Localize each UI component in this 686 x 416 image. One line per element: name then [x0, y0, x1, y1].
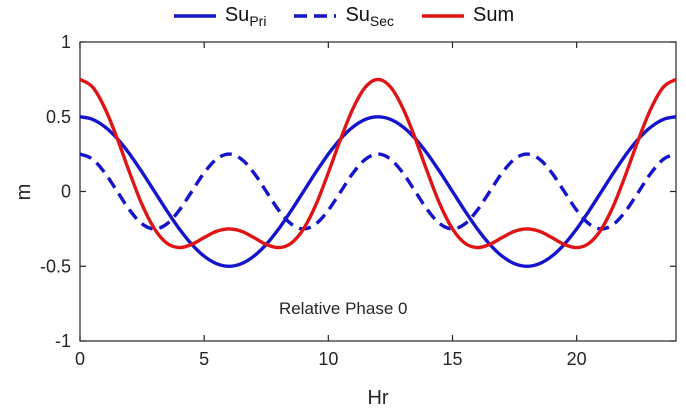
series-su-pri-line — [79, 115, 677, 268]
series-sum-line — [79, 77, 677, 250]
x-tick-label: 15 — [442, 349, 462, 369]
x-axis-label: Hr — [367, 387, 388, 409]
series-su-sec-line — [79, 152, 677, 231]
legend-sample-solid-red — [422, 14, 465, 18]
y-axis-label: m — [13, 184, 35, 201]
tick-labels: 0 5 10 15 20 -1 -0.5 0 0.5 1 — [40, 32, 587, 369]
y-tick-label: 0 — [61, 182, 71, 202]
legend-label-su-sec: SuSec — [345, 3, 395, 29]
y-tick-label: 1 — [61, 32, 71, 52]
x-tick-label: 20 — [567, 349, 587, 369]
x-tick-label: 5 — [199, 349, 209, 369]
y-tick-label: -0.5 — [40, 256, 71, 276]
legend-label-sum: Sum — [473, 3, 515, 26]
x-tick-label: 0 — [75, 349, 85, 369]
legend-sample-solid-blue — [173, 14, 216, 18]
annotation-text: Relative Phase 0 — [279, 299, 408, 318]
y-tick-label: -1 — [55, 331, 71, 351]
legend-label-su-pri: SuPri — [224, 3, 267, 29]
legend: SuPri SuSec Sum — [0, 2, 686, 30]
y-tick-label: 0.5 — [46, 107, 71, 127]
legend-item-sum: Sum — [420, 5, 514, 28]
tick-marks — [79, 41, 676, 342]
legend-item-su-sec: SuSec — [292, 5, 394, 28]
x-tick-label: 10 — [318, 349, 338, 369]
legend-item-su-pri: SuPri — [172, 3, 267, 29]
axis-box — [79, 41, 677, 342]
legend-sample-dashed-blue — [294, 14, 337, 18]
